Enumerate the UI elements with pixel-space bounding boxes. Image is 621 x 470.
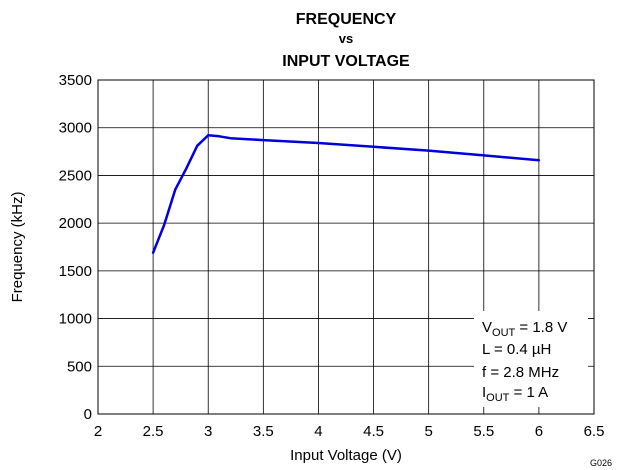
chart-title-line-1: FREQUENCY: [296, 11, 397, 28]
y-tick-label: 500: [67, 358, 92, 375]
x-axis-ticks: 2 2.5 3 3.5 4 4.5 5 5.5 6 6.5: [94, 423, 605, 440]
annotation-vout-symbol: V: [482, 319, 492, 336]
x-tick-label: 6: [535, 423, 543, 440]
y-axis-ticks: 0 500 1000 1500 2000 2500 3000 3500: [59, 72, 92, 423]
chart-title-line-2: vs: [339, 31, 353, 46]
plot-area-frame: [97, 79, 595, 415]
x-tick-label: 2: [94, 423, 102, 440]
annotation-iout-subscript: OUT: [486, 392, 510, 404]
y-tick-label: 2000: [59, 215, 92, 232]
x-tick-label: 6.5: [584, 423, 605, 440]
y-tick-label: 3000: [59, 120, 92, 137]
annotation-iout-symbol: I: [482, 384, 486, 401]
annotation-iout-value: = 1 A: [509, 384, 548, 401]
y-tick-label: 0: [84, 406, 92, 423]
x-tick-label: 5.5: [473, 423, 494, 440]
annotation-vout: VOUT = 1.8 V: [482, 319, 567, 339]
y-axis-label: Frequency (kHz): [9, 192, 26, 303]
x-tick-label: 5: [424, 423, 432, 440]
annotation-vout-subscript: OUT: [492, 327, 516, 339]
x-tick-label: 4.5: [363, 423, 384, 440]
series-layer: [151, 134, 541, 254]
y-tick-label: 2500: [59, 167, 92, 184]
x-tick-label: 2.5: [143, 423, 164, 440]
x-tick-label: 3: [204, 423, 212, 440]
frequency-series-line: [151, 134, 541, 254]
annotation-frequency: f = 2.8 MHz: [482, 364, 559, 381]
annotation-vout-value: = 1.8 V: [515, 319, 567, 336]
x-tick-label: 3.5: [253, 423, 274, 440]
y-tick-label: 1500: [59, 263, 92, 280]
figure-code: G026: [590, 458, 612, 468]
annotation-iout: IOUT = 1 A: [482, 384, 548, 404]
x-tick-label: 4: [314, 423, 322, 440]
chart-title-line-3: INPUT VOLTAGE: [282, 53, 410, 70]
annotation-inductance: L = 0.4 µH: [482, 341, 551, 358]
x-axis-label: Input Voltage (V): [290, 447, 402, 464]
grid: [98, 80, 594, 414]
annotation-box: [474, 311, 588, 407]
y-tick-label: 1000: [59, 311, 92, 328]
y-tick-label: 3500: [59, 72, 92, 89]
